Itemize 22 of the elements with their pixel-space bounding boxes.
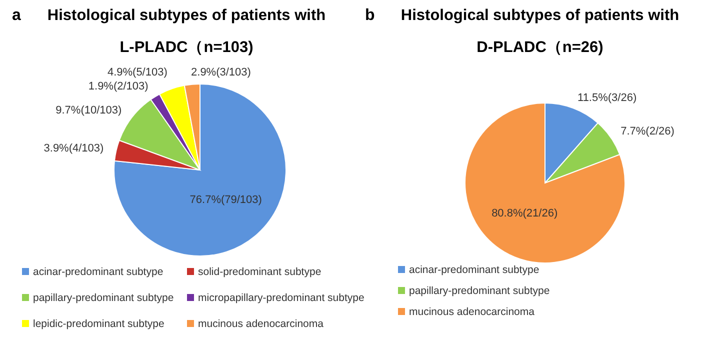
legend-label: acinar-predominant subtype xyxy=(33,266,164,278)
chart-title: Histological subtypes of patients with L-PLADC（n=103) xyxy=(47,7,326,56)
legend-label: papillary-predominant subtype xyxy=(409,285,550,297)
chart-title: Histological subtypes of patients with D-PLADC（n=26) xyxy=(400,7,680,56)
data-label: 4.9%(5/103) xyxy=(107,66,168,79)
data-label: 11.5%(3/26) xyxy=(578,92,637,104)
data-label: 2.9%(3/103) xyxy=(191,66,251,79)
data-label: 9.7%(10/103) xyxy=(56,104,122,117)
legend-label: micropapillary-predominant subtype xyxy=(198,292,364,304)
text: a xyxy=(12,7,21,24)
legend-label: solid-predominant subtype xyxy=(198,266,322,278)
legend-label: acinar-predominant subtype xyxy=(409,264,540,276)
legend-label: mucinous adenocarcinoma xyxy=(409,306,535,318)
legend-label: papillary-predominant subtype xyxy=(33,292,174,304)
data-label: 7.7%(2/26) xyxy=(620,126,674,138)
data-label: 80.8%(21/26) xyxy=(492,208,558,220)
legend-label: lepidic-predominant subtype xyxy=(33,318,164,330)
data-label: 3.9%(4/103) xyxy=(44,142,104,155)
legend-label: mucinous adenocarcinoma xyxy=(198,318,324,330)
data-label: 1.9%(2/103) xyxy=(88,80,148,93)
data-label: 76.7%(79/103) xyxy=(190,194,262,206)
text: b xyxy=(365,7,375,24)
